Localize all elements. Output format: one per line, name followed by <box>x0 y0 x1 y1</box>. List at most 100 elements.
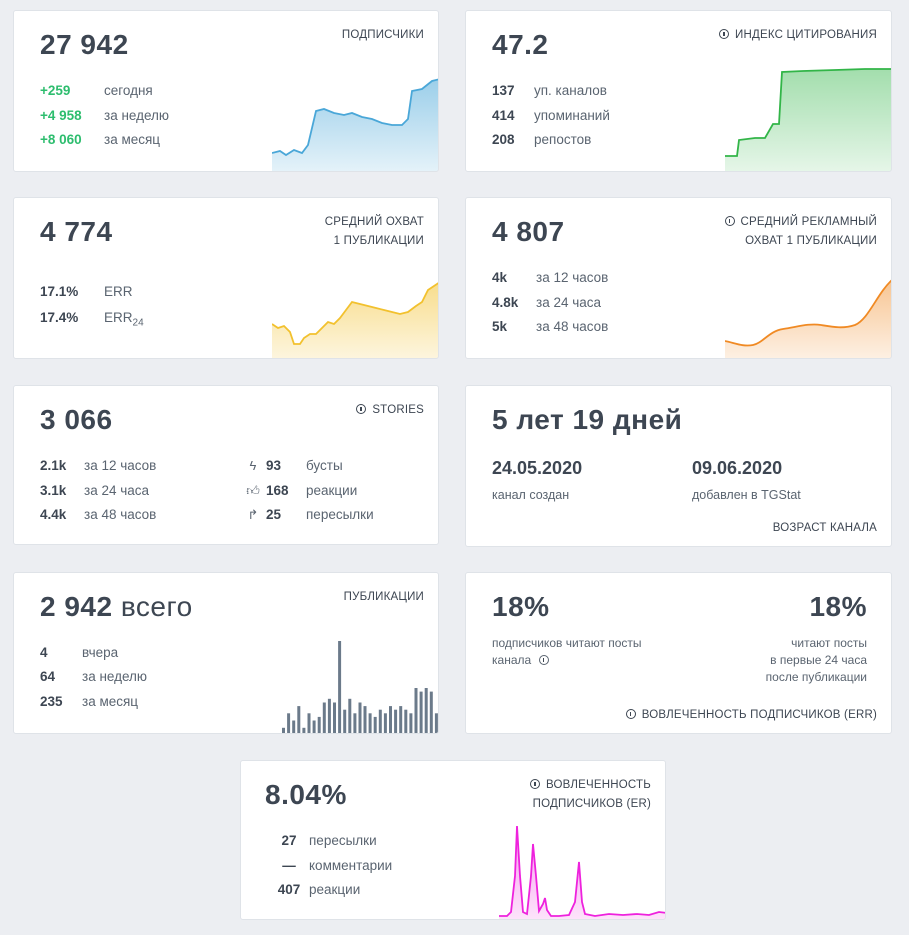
posts-bar <box>409 713 413 733</box>
stories-value: 3 066 <box>40 404 113 435</box>
posts-bar <box>404 709 408 733</box>
posts-bar <box>297 706 301 733</box>
info-icon[interactable] <box>719 29 730 39</box>
stat-row: 27 пересылки <box>281 833 377 848</box>
err-right-text: читают посты в первые 24 часа после публик… <box>765 636 867 684</box>
posts-bar <box>317 716 321 733</box>
posts-bar <box>287 713 291 733</box>
posts-bar <box>389 706 392 733</box>
stat-row: 2.1k за 12 часов <box>40 458 157 473</box>
stat-row: 17.4% ERR24 <box>40 310 144 329</box>
citation-label: ИНДЕКС ЦИТИРОВАНИЯ <box>719 26 877 45</box>
posts-bar <box>414 688 418 733</box>
added-date: 09.06.2020 <box>692 458 783 478</box>
er-card[interactable]: 8.04% ВОВЛЕЧЕННОСТЬ ПОДПИСЧИКОВ (ER) 27 пе… <box>240 760 666 920</box>
err-left-value: 18% <box>492 591 550 622</box>
forward-icon: ↱ <box>247 507 259 522</box>
help-icon[interactable] <box>538 655 549 665</box>
stories-label: STORIES <box>356 401 424 420</box>
posts-bar <box>307 713 311 733</box>
posts-bar <box>322 702 326 733</box>
stat-row: — комментарии <box>282 858 393 873</box>
age-label: ВОЗРАСТ КАНАЛА <box>772 522 877 534</box>
thumbs-up-icon: 👍︎ <box>246 483 260 498</box>
stories-card[interactable]: 3 066 STORIES 2.1k за 12 часов 3.1k за 24 … <box>13 385 439 545</box>
publications-card[interactable]: 2 942 всего ПУБЛИКАЦИИ 4 вчера 64 за недел… <box>13 572 439 734</box>
stat-row: 137 уп. каналов <box>492 83 607 98</box>
stat-row: ϟ 93 бусты <box>244 458 343 474</box>
info-icon[interactable] <box>530 779 541 789</box>
stat-row: +4 958 за неделю <box>40 108 170 123</box>
stat-row: 5k за 48 часов <box>492 319 609 334</box>
er-label: ВОВЛЕЧЕННОСТЬ ПОДПИСЧИКОВ (ER) <box>530 776 651 814</box>
posts-bar <box>327 698 331 733</box>
boost-icon: ϟ <box>249 458 257 473</box>
posts-bar <box>338 641 342 733</box>
stat-row: 👍︎ 168 реакции <box>244 483 357 499</box>
posts-label: ПУБЛИКАЦИИ <box>343 591 424 603</box>
posts-bar <box>353 713 357 733</box>
posts-bar <box>368 713 372 733</box>
reach-value: 4 774 <box>40 216 113 247</box>
posts-bar <box>292 720 296 733</box>
stat-row: 4.4k за 48 часов <box>40 507 157 522</box>
stat-row: 235 за месяц <box>40 694 139 709</box>
stat-row: 4.8k за 24 часа <box>492 295 602 310</box>
stat-row: 414 упоминаний <box>492 108 610 123</box>
stat-row: 64 за неделю <box>40 669 148 684</box>
stat-row: +259 сегодня <box>40 83 153 98</box>
info-icon[interactable] <box>356 404 367 414</box>
posts-bar <box>424 688 428 733</box>
info-icon[interactable] <box>724 216 735 226</box>
average-reach-card[interactable]: 4 774 СРЕДНИЙ ОХВАТ 1 ПУБЛИКАЦИИ 17.1% ERR… <box>13 197 439 359</box>
subscribers-sparkline <box>272 78 438 171</box>
stat-row: +8 060 за месяц <box>40 132 161 147</box>
created-date: 24.05.2020 <box>492 458 583 478</box>
channel-age-card[interactable]: 5 лет 19 дней 24.05.2020 канал создан 09… <box>465 385 892 547</box>
subscribers-card[interactable]: 27 942 ПОДПИСЧИКИ +259 сегодня +4 958 за н… <box>13 10 439 172</box>
err-label: ВОВЛЕЧЕННОСТЬ ПОДПИСЧИКОВ (ERR) <box>625 706 877 725</box>
stat-row: 4k за 12 часов <box>492 270 609 285</box>
posts-bar <box>429 691 433 733</box>
posts-bar <box>383 713 387 733</box>
posts-bar <box>358 702 362 733</box>
citation-sparkline <box>725 68 891 171</box>
posts-bar <box>378 709 382 733</box>
ad-reach-label: СРЕДНИЙ РЕКЛАМНЫЙ ОХВАТ 1 ПУБЛИКАЦИИ <box>724 213 877 251</box>
stat-row: 208 репостов <box>492 132 592 147</box>
posts-bar <box>312 720 316 733</box>
stat-row: ↱ 25 пересылки <box>244 507 374 523</box>
ad-reach-sparkline <box>725 279 891 358</box>
subscribers-value: 27 942 <box>40 29 129 60</box>
citation-index-card[interactable]: 47.2 ИНДЕКС ЦИТИРОВАНИЯ 137 уп. каналов 4… <box>465 10 892 172</box>
subscribers-label: ПОДПИСЧИКИ <box>341 29 424 41</box>
ad-reach-value: 4 807 <box>492 216 565 247</box>
posts-bar <box>373 716 377 733</box>
stat-row: 407 реакции <box>277 882 361 897</box>
info-icon[interactable] <box>625 709 636 719</box>
stat-row: 17.1% ERR <box>40 284 133 299</box>
posts-bar <box>302 727 306 733</box>
posts-bar <box>348 698 352 733</box>
er-sparkline <box>499 825 665 919</box>
reach-sparkline <box>272 282 438 358</box>
posts-bar <box>434 713 438 733</box>
citation-value: 47.2 <box>492 29 549 60</box>
created-label: канал создан <box>492 488 570 502</box>
posts-bar-chart <box>282 641 438 733</box>
stat-row: 4 вчера <box>40 645 119 660</box>
posts-bar <box>399 706 403 733</box>
stat-row: 3.1k за 24 часа <box>40 483 150 498</box>
posts-bar <box>282 727 285 733</box>
posts-bar <box>419 691 423 733</box>
posts-bar <box>333 702 336 733</box>
posts-bar <box>363 706 367 733</box>
added-label: добавлен в TGStat <box>692 488 801 502</box>
err-card[interactable]: 18% подписчиков читают посты канала 18% ч… <box>465 572 892 734</box>
age-value: 5 лет 19 дней <box>492 404 683 435</box>
posts-value: 2 942 всего <box>40 591 193 622</box>
ad-reach-card[interactable]: 4 807 СРЕДНИЙ РЕКЛАМНЫЙ ОХВАТ 1 ПУБЛИКАЦИ… <box>465 197 892 359</box>
reach-label: СРЕДНИЙ ОХВАТ 1 ПУБЛИКАЦИИ <box>324 216 424 247</box>
err-left-text: подписчиков читают посты канала <box>492 636 642 667</box>
posts-bar <box>394 709 398 733</box>
